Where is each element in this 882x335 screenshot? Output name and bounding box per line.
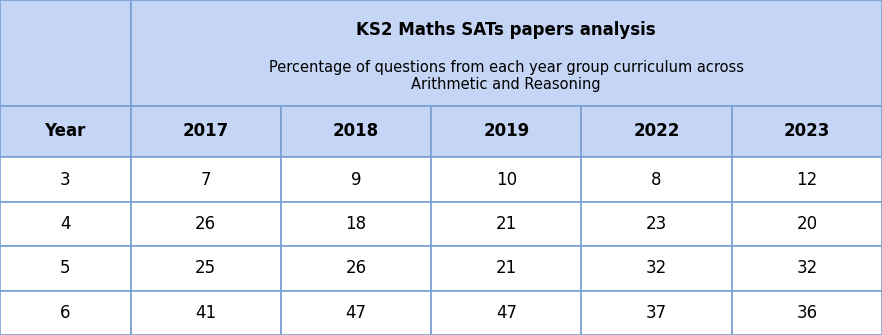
Bar <box>280 246 431 290</box>
Bar <box>431 246 581 290</box>
Text: 21: 21 <box>496 259 517 277</box>
Text: 9: 9 <box>351 171 362 189</box>
Text: 2022: 2022 <box>633 123 680 140</box>
Bar <box>431 106 581 157</box>
Text: 4: 4 <box>60 215 71 233</box>
Text: 37: 37 <box>646 304 667 322</box>
Bar <box>581 106 732 157</box>
Bar <box>581 157 732 202</box>
Text: 12: 12 <box>796 171 818 189</box>
Bar <box>732 246 882 290</box>
Bar <box>732 202 882 246</box>
Text: 10: 10 <box>496 171 517 189</box>
Bar <box>131 290 280 335</box>
Bar <box>0 202 131 246</box>
Text: 8: 8 <box>651 171 662 189</box>
Bar <box>0 246 131 290</box>
Text: 25: 25 <box>195 259 216 277</box>
Bar <box>732 290 882 335</box>
Text: 36: 36 <box>796 304 818 322</box>
Text: 2017: 2017 <box>183 123 228 140</box>
Bar <box>0 290 131 335</box>
Bar <box>131 157 280 202</box>
Text: 47: 47 <box>496 304 517 322</box>
Text: 7: 7 <box>200 171 211 189</box>
Bar <box>0 106 131 157</box>
Bar <box>0 157 131 202</box>
Text: 32: 32 <box>796 259 818 277</box>
Bar <box>732 106 882 157</box>
Text: 47: 47 <box>346 304 367 322</box>
Text: 32: 32 <box>646 259 667 277</box>
Text: 3: 3 <box>60 171 71 189</box>
Text: 5: 5 <box>60 259 71 277</box>
Bar <box>280 106 431 157</box>
Text: 23: 23 <box>646 215 667 233</box>
Text: 41: 41 <box>195 304 216 322</box>
Text: 20: 20 <box>796 215 818 233</box>
Bar <box>131 202 280 246</box>
Bar <box>431 290 581 335</box>
Bar <box>131 106 280 157</box>
Bar <box>581 246 732 290</box>
Text: 2019: 2019 <box>483 123 529 140</box>
Bar <box>280 202 431 246</box>
Bar <box>0 0 131 106</box>
Text: KS2 Maths SATs papers analysis: KS2 Maths SATs papers analysis <box>356 20 656 39</box>
Text: Percentage of questions from each year group curriculum across
Arithmetic and Re: Percentage of questions from each year g… <box>269 60 744 92</box>
Text: 26: 26 <box>195 215 216 233</box>
Text: 18: 18 <box>346 215 367 233</box>
Bar <box>581 290 732 335</box>
Text: 26: 26 <box>346 259 367 277</box>
Bar <box>131 246 280 290</box>
Text: 2023: 2023 <box>784 123 830 140</box>
Bar <box>581 202 732 246</box>
Bar <box>431 202 581 246</box>
Text: 21: 21 <box>496 215 517 233</box>
Bar <box>280 157 431 202</box>
Text: 6: 6 <box>60 304 71 322</box>
Bar <box>732 157 882 202</box>
Bar <box>431 157 581 202</box>
Text: Year: Year <box>45 123 86 140</box>
Bar <box>280 290 431 335</box>
Text: 2018: 2018 <box>333 123 379 140</box>
Bar <box>131 0 882 106</box>
